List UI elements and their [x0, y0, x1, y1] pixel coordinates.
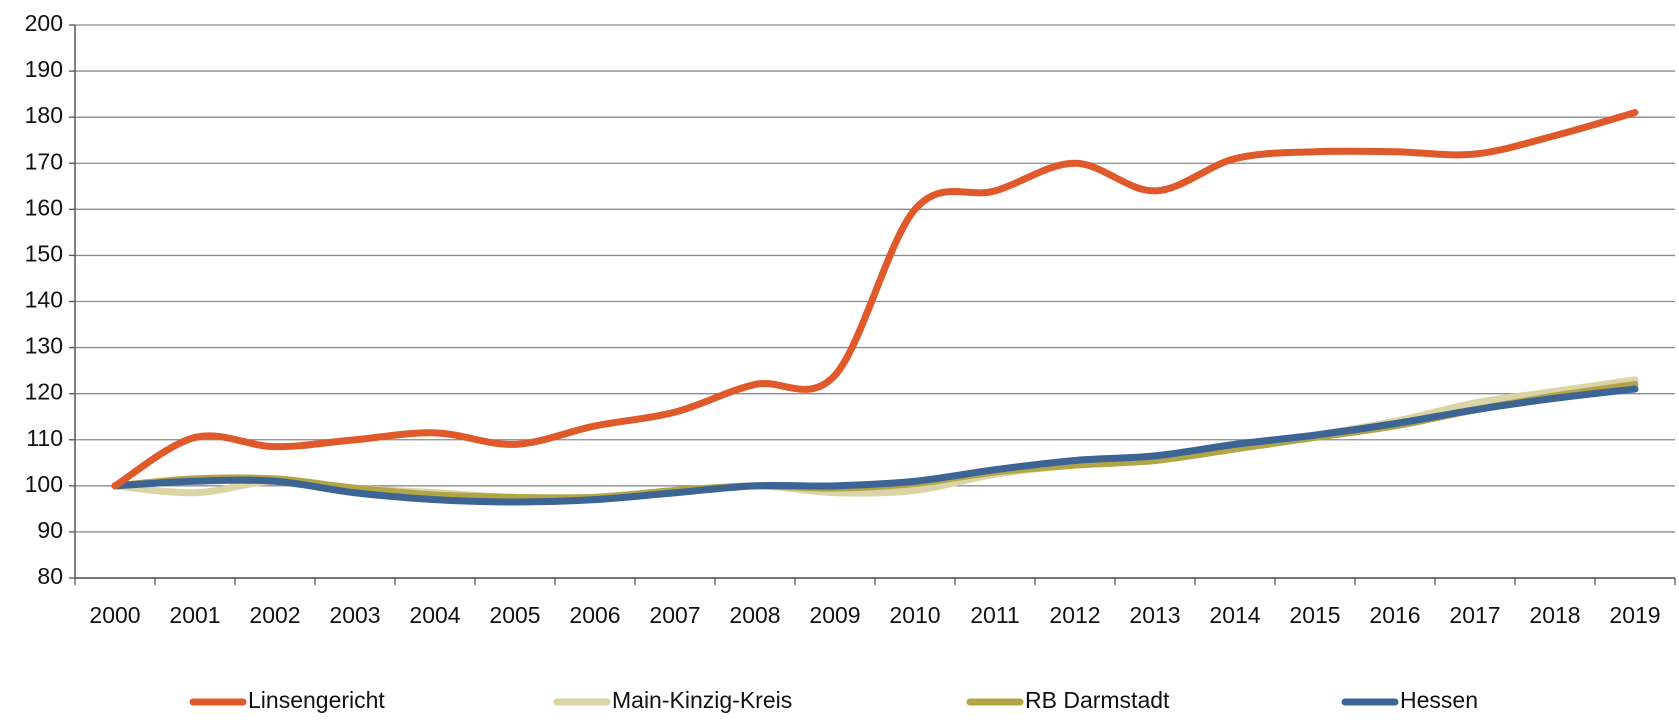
x-tick-label: 2002	[249, 602, 300, 628]
x-tick-label: 2003	[329, 602, 380, 628]
x-tick-label: 2009	[809, 602, 860, 628]
series-line	[111, 109, 1639, 490]
x-tick-label: 2006	[569, 602, 620, 628]
y-tick-label: 110	[26, 425, 63, 451]
y-tick-label: 80	[37, 563, 63, 589]
y-tick-label: 140	[25, 287, 63, 313]
legend-label: Main-Kinzig-Kreis	[612, 687, 792, 713]
y-tick-label: 130	[25, 333, 63, 359]
legend-label: RB Darmstadt	[1025, 687, 1170, 713]
x-tick-label: 2015	[1289, 602, 1340, 628]
x-tick-label: 2010	[889, 602, 940, 628]
y-tick-label: 90	[37, 517, 63, 543]
x-tick-label: 2018	[1529, 602, 1580, 628]
y-tick-label: 170	[25, 148, 63, 174]
x-tick-label: 2014	[1209, 602, 1260, 628]
x-tick-label: 2001	[169, 602, 220, 628]
y-tick-label: 190	[25, 56, 63, 82]
legend-label: Hessen	[1400, 687, 1478, 713]
x-tick-label: 2013	[1129, 602, 1180, 628]
x-tick-label: 2000	[89, 602, 140, 628]
series-line	[111, 385, 1639, 506]
x-tick-label: 2004	[409, 602, 460, 628]
y-tick-label: 200	[25, 10, 63, 36]
x-tick-label: 2011	[970, 602, 1019, 628]
legend-label: Linsengericht	[248, 687, 385, 713]
y-tick-label: 150	[25, 240, 63, 266]
x-tick-label: 2012	[1049, 602, 1100, 628]
y-tick-label: 180	[25, 102, 63, 128]
x-tick-label: 2007	[649, 602, 700, 628]
y-tick-label: 120	[25, 379, 63, 405]
x-tick-label: 2019	[1609, 602, 1660, 628]
y-tick-label: 160	[25, 194, 63, 220]
x-tick-label: 2005	[489, 602, 540, 628]
x-tick-label: 2017	[1449, 602, 1500, 628]
x-tick-label: 2016	[1369, 602, 1420, 628]
y-tick-label: 100	[25, 471, 63, 497]
x-tick-label: 2008	[729, 602, 780, 628]
